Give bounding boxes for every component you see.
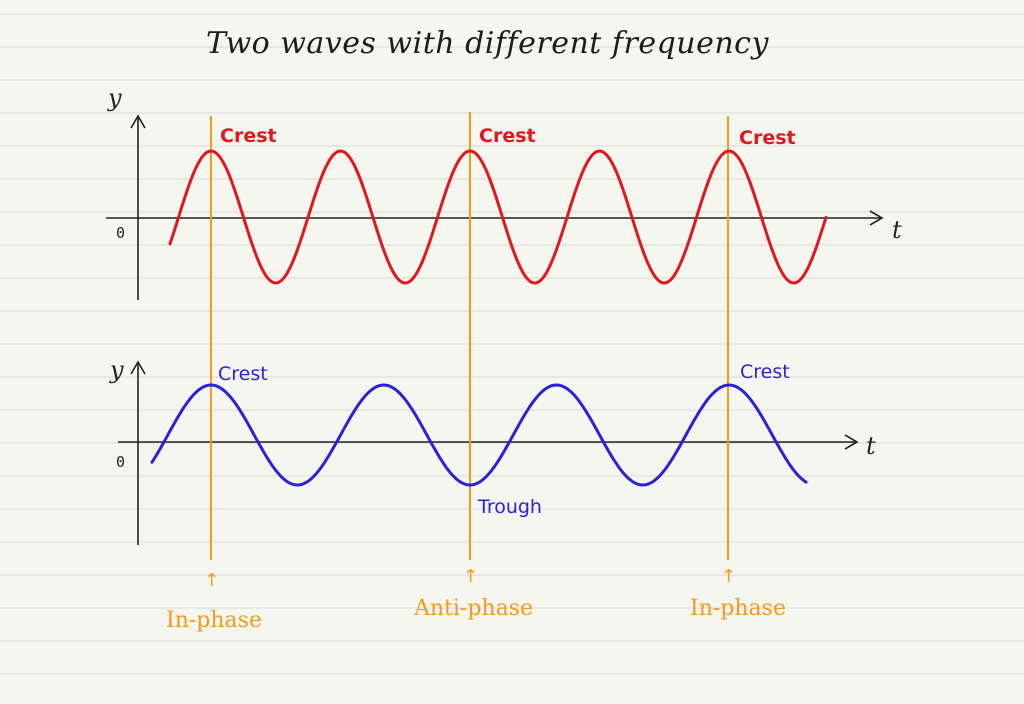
bottom-zero-label: 0 (116, 453, 126, 471)
phase-label-anti-phase: Anti-phase (414, 596, 534, 621)
red-wave (168, 149, 828, 285)
bottom-axes (118, 360, 859, 545)
phase-label-in-phase-2: In-phase (690, 596, 786, 621)
blue-crest-label-2: Crest (740, 361, 790, 383)
bottom-x-arrowhead (844, 434, 859, 450)
bottom-y-arrowhead (130, 360, 146, 375)
top-zero-label: 0 (116, 224, 126, 242)
notebook-ruled-lines (0, 13, 1024, 675)
diagram-title: Two waves with different frequency (206, 26, 769, 61)
bottom-y-label: y (110, 356, 124, 384)
phase-arrow-1: ↑ (204, 570, 220, 591)
blue-crest-label-1: Crest (218, 363, 268, 385)
top-y-arrowhead (130, 114, 146, 129)
red-crest-label-2: Crest (479, 125, 536, 147)
phase-arrow-3: ↑ (721, 566, 737, 587)
bottom-x-label: t (866, 432, 876, 460)
top-x-label: t (892, 216, 902, 244)
blue-wave (150, 383, 808, 487)
top-axes (106, 114, 884, 300)
top-y-label: y (108, 84, 122, 112)
phase-label-in-phase-1: In-phase (166, 608, 262, 633)
red-crest-label-1: Crest (220, 125, 277, 147)
phase-arrow-2: ↑ (463, 566, 479, 587)
blue-trough-label: Trough (478, 496, 542, 518)
top-x-arrowhead (869, 210, 884, 226)
red-crest-label-3: Crest (739, 127, 796, 149)
